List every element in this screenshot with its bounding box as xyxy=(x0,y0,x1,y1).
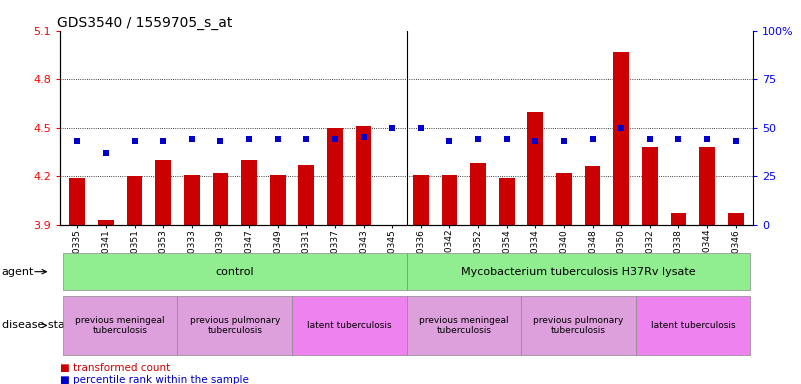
Point xyxy=(472,136,485,142)
Point xyxy=(157,138,170,144)
Bar xyxy=(270,175,285,384)
Bar xyxy=(212,173,228,384)
Bar xyxy=(699,147,715,384)
Bar xyxy=(299,165,314,384)
Bar xyxy=(356,126,372,384)
Point xyxy=(615,125,628,131)
Text: GDS3540 / 1559705_s_at: GDS3540 / 1559705_s_at xyxy=(57,16,232,30)
Text: previous meningeal
tuberculosis: previous meningeal tuberculosis xyxy=(419,316,509,335)
Bar xyxy=(556,173,572,384)
Point xyxy=(501,136,513,142)
Bar xyxy=(470,163,486,384)
Bar xyxy=(642,147,658,384)
Text: latent tuberculosis: latent tuberculosis xyxy=(307,321,392,330)
Point xyxy=(701,136,714,142)
Bar xyxy=(70,178,85,384)
Text: ■ transformed count: ■ transformed count xyxy=(60,363,171,373)
Point xyxy=(214,138,227,144)
Bar xyxy=(499,178,514,384)
Text: control: control xyxy=(215,266,254,277)
Point xyxy=(672,136,685,142)
Point xyxy=(730,138,743,144)
Bar xyxy=(155,160,171,384)
Point xyxy=(300,136,312,142)
Bar xyxy=(585,167,601,384)
Bar xyxy=(384,225,400,384)
Point xyxy=(414,125,427,131)
Point xyxy=(272,136,284,142)
Text: disease state: disease state xyxy=(2,320,76,331)
Point xyxy=(586,136,599,142)
Point xyxy=(386,125,399,131)
Point xyxy=(328,136,341,142)
Point xyxy=(243,136,256,142)
Text: ■ percentile rank within the sample: ■ percentile rank within the sample xyxy=(60,375,249,384)
Text: Mycobacterium tuberculosis H37Rv lysate: Mycobacterium tuberculosis H37Rv lysate xyxy=(461,266,695,277)
Bar xyxy=(327,128,343,384)
Bar xyxy=(241,160,257,384)
Point xyxy=(357,134,370,141)
Point xyxy=(70,138,83,144)
Bar xyxy=(127,176,143,384)
Point xyxy=(185,136,198,142)
Text: previous pulmonary
tuberculosis: previous pulmonary tuberculosis xyxy=(190,316,280,335)
Point xyxy=(557,138,570,144)
Point xyxy=(99,150,112,156)
Text: agent: agent xyxy=(2,266,34,277)
Point xyxy=(443,138,456,144)
Text: latent tuberculosis: latent tuberculosis xyxy=(650,321,735,330)
Bar xyxy=(98,220,114,384)
Point xyxy=(529,138,541,144)
Bar xyxy=(413,175,429,384)
Bar xyxy=(614,52,629,384)
Bar xyxy=(184,175,199,384)
Bar xyxy=(441,175,457,384)
Bar xyxy=(670,214,686,384)
Bar xyxy=(728,214,743,384)
Point xyxy=(643,136,656,142)
Point xyxy=(128,138,141,144)
Text: previous pulmonary
tuberculosis: previous pulmonary tuberculosis xyxy=(533,316,623,335)
Text: previous meningeal
tuberculosis: previous meningeal tuberculosis xyxy=(75,316,165,335)
Bar xyxy=(528,111,543,384)
